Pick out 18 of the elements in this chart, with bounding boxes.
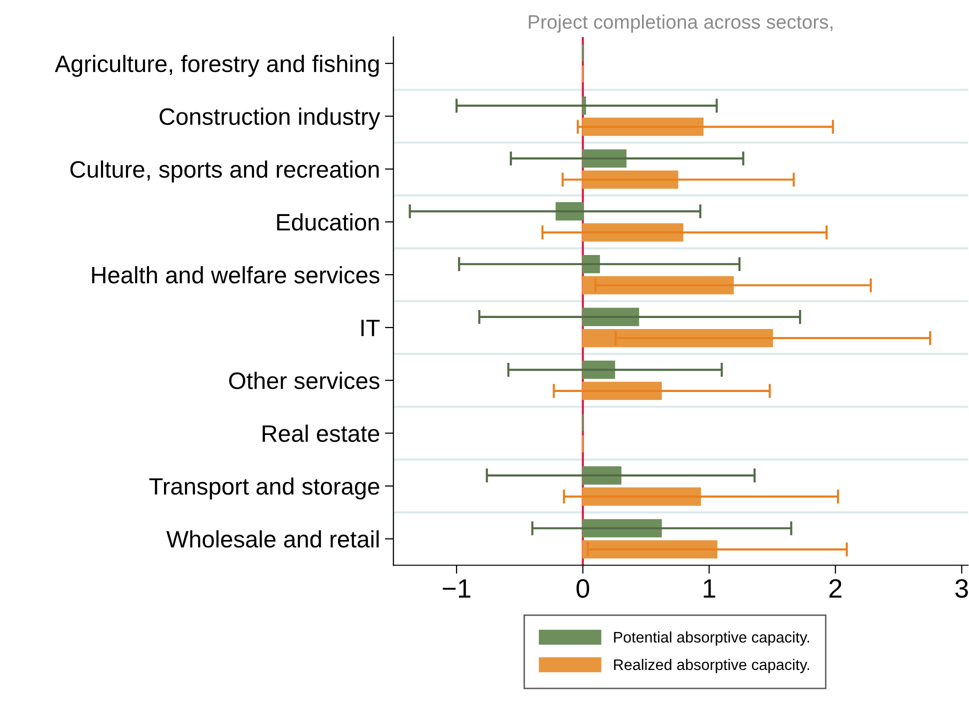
x-tick-label: −1: [442, 579, 470, 598]
y-tick-label: Real estate: [262, 424, 380, 442]
y-tick-label: Wholesale and retail: [166, 530, 379, 548]
legend-label: Realized absorptive capacity.: [614, 658, 810, 674]
y-tick-label: Transport and storage: [149, 477, 380, 500]
y-tick-label: Agriculture, forestry and fishing: [54, 54, 379, 77]
x-tick-label: 0: [576, 579, 590, 598]
chart-title: Project completiona across sectors,: [528, 14, 832, 33]
x-tick-label: 2: [829, 579, 842, 598]
y-tick-label: Other services: [229, 372, 380, 390]
legend-label: Potential absorptive capacity.: [614, 631, 810, 646]
x-tick-label: 1: [704, 579, 716, 598]
y-tick-label: IT: [361, 320, 380, 336]
y-tick-label: Culture, sports and recreation: [70, 160, 379, 182]
y-tick-label: Health and welfare services: [92, 266, 380, 284]
y-tick-label: Education: [277, 213, 379, 231]
y-tick-label: Construction industry: [160, 108, 380, 130]
x-tick-label: 3: [955, 579, 968, 598]
